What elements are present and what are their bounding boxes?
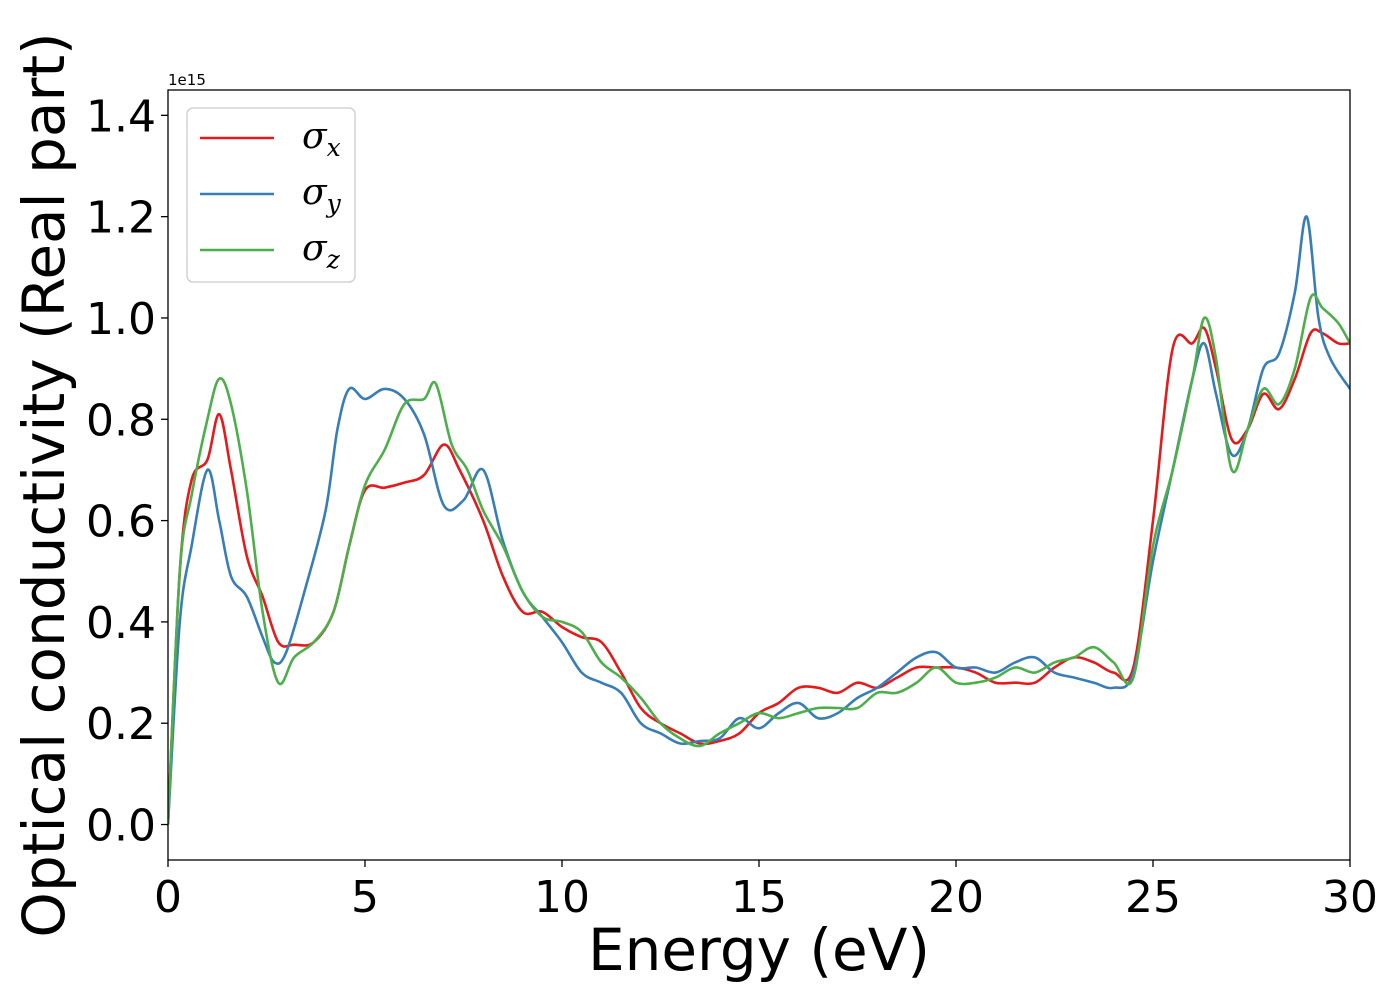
y-axis-label: Optical conductivity (Real part)	[10, 32, 78, 937]
x-axis: 0 5 10 15 20 25 30	[154, 860, 1378, 923]
y-axis-offset-label: 1e15	[168, 71, 206, 89]
y-tick-label: 0.4	[86, 598, 156, 649]
legend-label-y: σy	[302, 172, 342, 218]
y-tick-label: 0.6	[86, 497, 156, 548]
legend-label-x: σx	[302, 116, 341, 162]
y-tick-label: 1.0	[86, 294, 156, 345]
x-tick-label: 20	[928, 872, 984, 923]
y-tick-label: 0.0	[86, 801, 156, 852]
x-axis-label: Energy (eV)	[588, 916, 930, 984]
series-line-y	[168, 215, 1350, 825]
y-tick-label: 0.8	[86, 395, 156, 446]
y-axis: 0.0 0.2 0.4 0.6 0.8 1.0 1.2 1.4	[86, 91, 168, 852]
y-tick-label: 1.4	[86, 91, 156, 142]
x-tick-label: 5	[351, 872, 379, 923]
x-tick-label: 10	[534, 872, 590, 923]
legend-label-z: σz	[302, 228, 341, 274]
x-tick-label: 0	[154, 872, 182, 923]
series-line-x	[168, 326, 1350, 825]
y-tick-label: 0.2	[86, 699, 156, 750]
x-tick-label: 30	[1322, 872, 1378, 923]
series-layer	[168, 215, 1350, 825]
x-tick-label: 25	[1125, 872, 1181, 923]
series-line-z	[168, 293, 1350, 825]
legend: σx σy σz	[186, 107, 356, 283]
x-tick-label: 15	[731, 872, 787, 923]
y-tick-label: 1.2	[86, 193, 156, 244]
